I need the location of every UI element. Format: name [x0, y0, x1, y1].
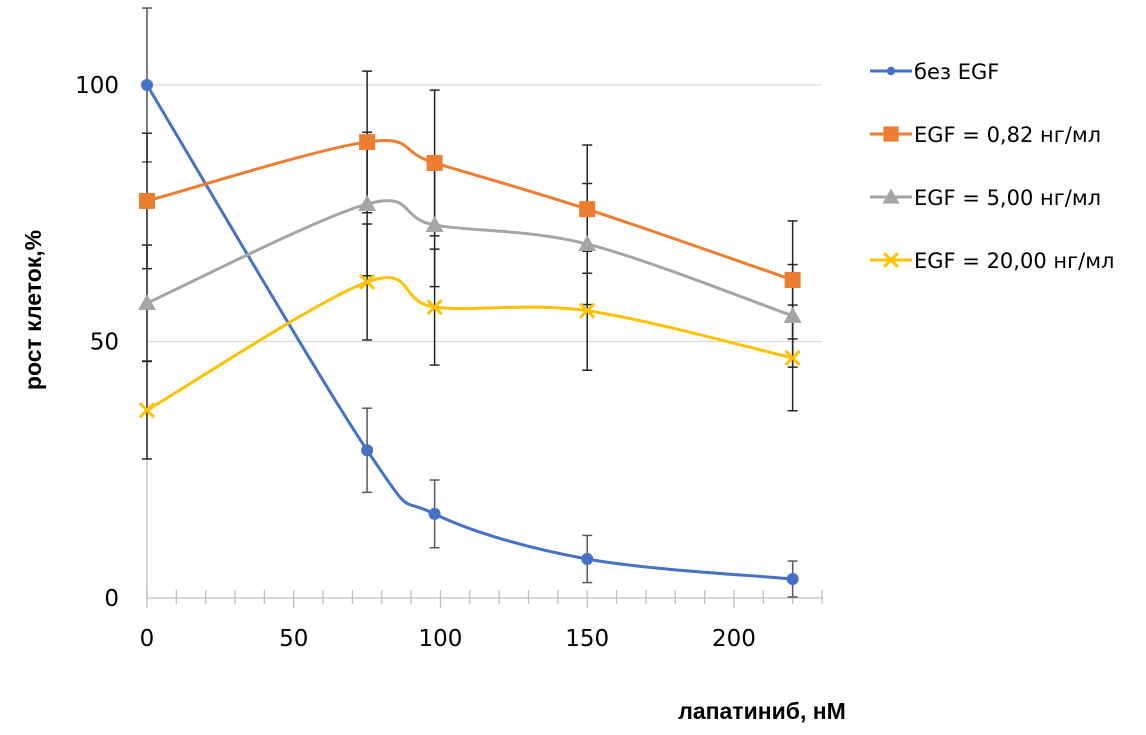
legend-marker: [883, 252, 899, 268]
legend-item: EGF = 20,00 нг/мл: [870, 249, 1114, 273]
x-axis-title: лапатиниб, нМ: [678, 698, 846, 724]
error-bars: [142, 7, 798, 598]
legend-marker: [883, 126, 899, 142]
tick-labels: 0 50 100 0 50 100 150 200: [75, 73, 756, 652]
data-point: [786, 573, 799, 586]
y-tick-label: 100: [75, 73, 119, 99]
x-tick-label: 0: [140, 626, 155, 652]
legend-label: EGF = 0,82 нг/мл: [914, 123, 1101, 147]
legend-item: EGF = 0,82 нг/мл: [870, 123, 1101, 147]
y-axis-title: рост клеток,%: [20, 230, 46, 390]
data-point: [428, 507, 441, 520]
data-point: [579, 302, 596, 319]
legend-marker: [886, 66, 896, 76]
data-point: [139, 192, 155, 209]
data-point: [579, 201, 596, 218]
data-point: [581, 553, 594, 566]
legend-label: EGF = 20,00 нг/мл: [914, 249, 1114, 273]
data-point: [783, 306, 802, 323]
data-point: [426, 154, 443, 171]
x-tick-label: 200: [712, 626, 756, 652]
y-tick-label: 50: [90, 330, 119, 356]
data-point: [361, 444, 374, 457]
legend-label: без EGF: [914, 60, 999, 84]
legend: без EGF EGF = 0,82 нг/мл EGF = 5,00 нг/мл E…: [870, 60, 1114, 273]
series-line-1: [146, 139, 794, 282]
series-line-0: [145, 84, 793, 581]
x-marker-stroke: [784, 349, 801, 366]
data-point: [141, 79, 153, 91]
data-point: [138, 294, 156, 311]
gridlines: [147, 84, 822, 343]
data-point: [578, 235, 597, 252]
x-marker-stroke: [883, 252, 899, 268]
legend-label: EGF = 5,00 нг/мл: [914, 186, 1101, 210]
x-tick-label: 50: [279, 626, 308, 652]
series-line-2: [146, 199, 794, 318]
series-lines: [145, 84, 794, 581]
data-point: [359, 133, 376, 150]
data-point: [784, 349, 801, 366]
data-point: [138, 402, 156, 419]
series-line-3: [146, 276, 793, 412]
x-marker-stroke: [579, 302, 596, 319]
data-point: [359, 273, 376, 291]
series-markers: [138, 79, 802, 586]
legend-marker: [882, 188, 900, 204]
x-tick-label: 150: [565, 626, 609, 652]
x-marker-stroke: [138, 402, 156, 419]
data-point: [425, 216, 444, 233]
x-tick-label: 100: [419, 626, 463, 652]
data-point: [784, 271, 801, 288]
data-point: [426, 299, 443, 316]
legend-item: без EGF: [870, 60, 999, 84]
legend-item: EGF = 5,00 нг/мл: [870, 186, 1101, 210]
x-marker-stroke: [359, 273, 376, 291]
data-point: [358, 195, 377, 212]
y-tick-label: 0: [104, 586, 119, 612]
x-marker-stroke: [426, 299, 443, 316]
